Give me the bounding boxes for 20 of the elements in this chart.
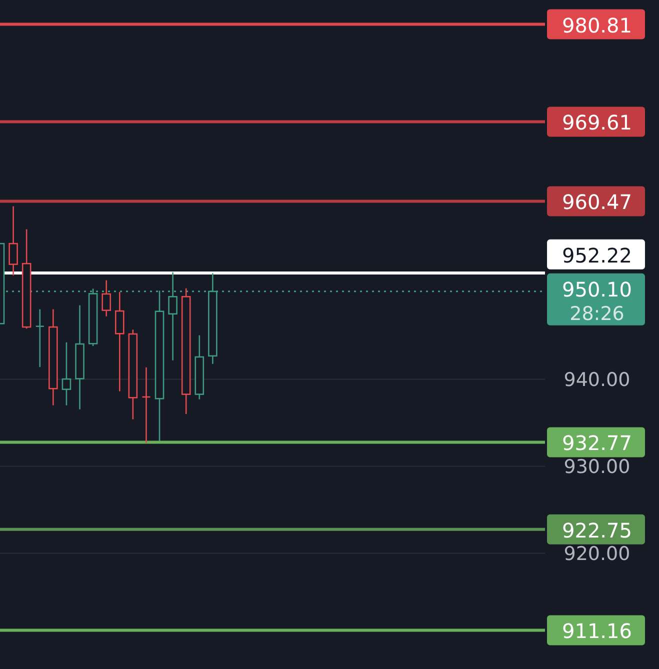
y-tick-label: 920.00 — [564, 542, 630, 565]
candlestick — [35, 308, 45, 368]
candlestick — [48, 308, 58, 406]
y-tick-label: 930.00 — [564, 456, 630, 478]
ref-line-label: 969.61 — [562, 110, 632, 135]
candlestick — [102, 280, 111, 317]
y-tick-label: 940.00 — [564, 368, 630, 391]
ref-line-label: 952.22 — [562, 243, 632, 268]
candlestick — [114, 291, 124, 392]
candlestick — [8, 206, 18, 276]
ref-line-label: 950.10 — [562, 277, 632, 302]
text: 28:26 — [570, 303, 624, 326]
ref-line-label: 980.81 — [562, 13, 632, 38]
ref-line-label: 911.16 — [562, 619, 632, 644]
ref-line-label: 922.75 — [562, 518, 632, 542]
ref-line-label: 960.47 — [562, 190, 632, 214]
candlestick — [62, 342, 72, 406]
candlestick — [194, 334, 204, 400]
ref-line-label: 932.77 — [562, 431, 632, 456]
candlestick — [75, 304, 84, 410]
